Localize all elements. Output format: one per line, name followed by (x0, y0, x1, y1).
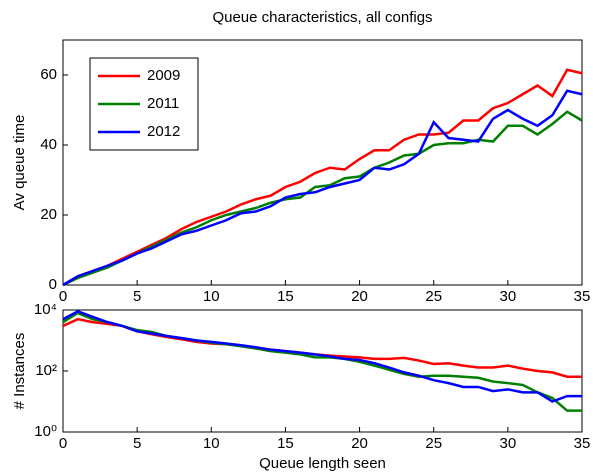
legend-label: 2012 (147, 123, 180, 140)
legend-label: 2009 (147, 67, 180, 84)
series-line (62, 310, 582, 403)
y-tick-label: 20 (40, 206, 57, 223)
x-tick-label: 20 (351, 435, 368, 452)
x-tick-label: 15 (277, 435, 294, 452)
y-axis-label: # Instances (11, 333, 28, 410)
y-tick-label: 10⁴ (34, 301, 57, 318)
y-tick-label: 40 (40, 136, 57, 153)
y-tick-label: 10² (35, 362, 57, 379)
x-tick-label: 25 (425, 288, 442, 305)
x-tick-label: 30 (500, 435, 517, 452)
series-line (62, 89, 583, 287)
series-line (62, 68, 583, 287)
plot-frame (62, 309, 583, 433)
plot-frame (62, 39, 583, 286)
x-tick-label: 35 (574, 435, 591, 452)
chart-title: Queue characteristics, all configs (212, 9, 432, 26)
x-tick-label: 30 (500, 288, 517, 305)
x-tick-label: 5 (133, 288, 141, 305)
series-line (62, 311, 582, 412)
series-line (62, 110, 583, 287)
x-tick-label: 15 (277, 288, 294, 305)
legend-label: 2011 (147, 95, 179, 112)
y-tick-label: 60 (40, 66, 57, 83)
x-tick-label: 20 (351, 288, 368, 305)
series-line (62, 317, 582, 378)
x-tick-label: 5 (133, 435, 141, 452)
y-axis-label: Av queue time (11, 115, 28, 211)
x-tick-label: 25 (425, 435, 442, 452)
x-tick-label: 0 (59, 288, 67, 305)
y-tick-label: 10⁰ (34, 423, 57, 440)
x-tick-label: 0 (59, 435, 67, 452)
x-tick-label: 10 (203, 435, 220, 452)
x-axis-label: Queue length seen (259, 455, 386, 472)
y-tick-label: 0 (49, 276, 57, 293)
x-tick-label: 10 (203, 288, 220, 305)
x-tick-label: 35 (574, 288, 591, 305)
